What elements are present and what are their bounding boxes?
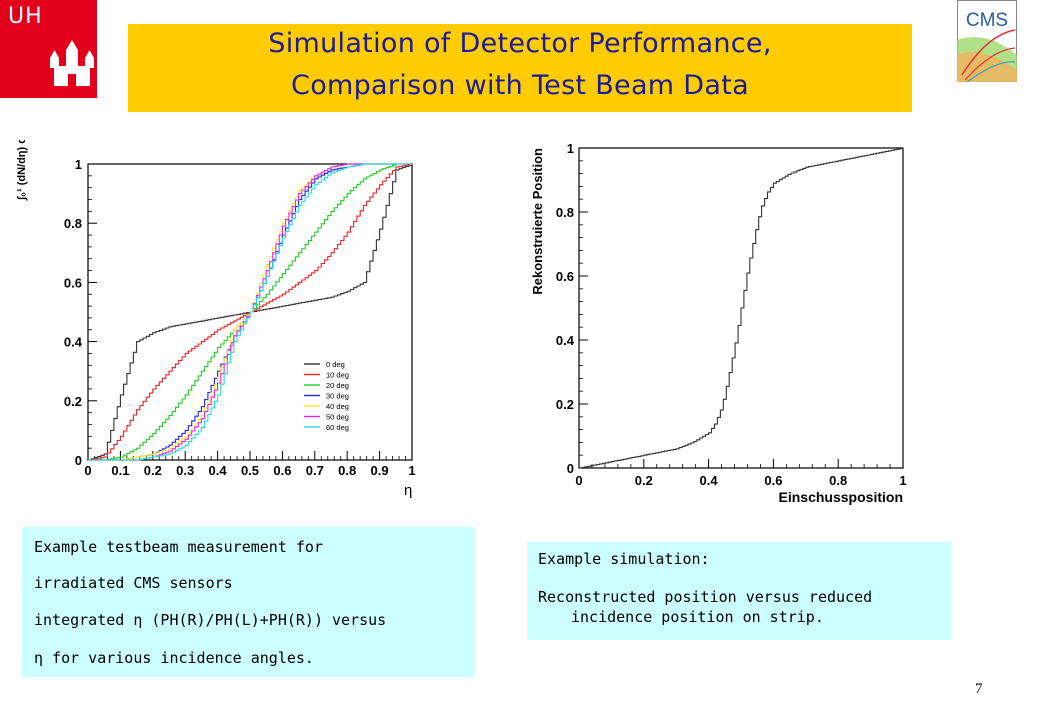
x-axis-label: η xyxy=(404,482,412,499)
x-tick-label: 0 xyxy=(84,463,91,478)
reconstructed-position-chart: 0 0.2 0.4 0.6 0.8 1 0 0.2 0.4 0.6 0.8 1 Einschusspo… xyxy=(530,141,907,505)
uh-logo: UH xyxy=(0,0,97,98)
x-tick-label: 0.6 xyxy=(273,463,291,478)
caption-right: Example simulation: Reconstructed positi… xyxy=(527,542,951,640)
caption-left-line-1: Example testbeam measurement for xyxy=(34,538,323,556)
x-tick-label: 0.8 xyxy=(829,473,847,488)
y-tick-label: 0 xyxy=(567,461,574,476)
legend-entry: 30 deg xyxy=(326,392,349,401)
x-tick-label: 0.5 xyxy=(241,463,259,478)
cms-logo: CMS xyxy=(957,0,1017,82)
x-tick-label: 0.8 xyxy=(338,463,356,478)
legend-entry: 50 deg xyxy=(326,413,349,422)
cms-logo-text: CMS xyxy=(966,10,1008,31)
y-axis-label: Rekonstruierte Position xyxy=(530,148,545,295)
legend-entry: 10 deg xyxy=(326,371,349,380)
uh-logo-text: UH xyxy=(8,4,43,29)
y-tick-label: 0.6 xyxy=(556,269,574,284)
y-tick-label: 0.4 xyxy=(64,335,83,350)
plot-frame xyxy=(578,147,904,469)
caption-left-line-2: irradiated CMS sensors xyxy=(34,574,233,592)
y-axis-label: ∫₀¹ (dN/dη) dη' xyxy=(16,140,28,201)
x-tick-label: 0 xyxy=(575,473,582,488)
y-tick-label: 0.8 xyxy=(556,205,574,220)
page-number: 7 xyxy=(975,681,983,697)
y-tick-label: 0.4 xyxy=(556,333,575,348)
legend-entry: 0 deg xyxy=(326,360,345,369)
x-tick-label: 1 xyxy=(408,463,415,478)
y-tick-label: 0 xyxy=(75,453,82,468)
y-tick-label: 0.6 xyxy=(64,275,82,290)
x-tick-label: 0.1 xyxy=(111,463,129,478)
x-tick-label: 0.4 xyxy=(209,463,228,478)
y-tick-label: 1 xyxy=(567,141,574,156)
caption-right-line-3: incidence position on strip. xyxy=(571,608,824,626)
x-tick-label: 0.7 xyxy=(306,463,324,478)
legend-entry: 40 deg xyxy=(326,402,349,411)
slide-title-box: Simulation of Detector Performance, Comp… xyxy=(128,24,912,112)
y-tick-label: 0.2 xyxy=(556,397,574,412)
legend-entry: 20 deg xyxy=(326,381,349,390)
y-tick-label: 1 xyxy=(75,157,82,172)
y-axis-label-text: ∫₀¹ (dN/dη) dη' xyxy=(16,140,28,201)
x-tick-label: 1 xyxy=(899,473,906,488)
series-line xyxy=(88,163,412,461)
x-tick-label: 0.3 xyxy=(176,463,194,478)
caption-right-line-1: Example simulation: xyxy=(538,550,710,568)
legend-entry: 60 deg xyxy=(326,423,349,432)
y-tick-label: 0.8 xyxy=(64,216,82,231)
series-line xyxy=(579,148,904,469)
slide-title-line-2: Comparison with Test Beam Data xyxy=(291,70,749,101)
x-tick-label: 0.2 xyxy=(635,473,653,488)
x-tick-label: 0.6 xyxy=(764,473,782,488)
x-tick-label: 0.9 xyxy=(371,463,389,478)
caption-left: Example testbeam measurement for irradia… xyxy=(22,527,475,677)
x-tick-label: 0.4 xyxy=(700,473,719,488)
caption-right-line-2: Reconstructed position versus reduced xyxy=(538,588,873,606)
caption-left-line-4: η for various incidence angles. xyxy=(34,649,314,667)
eta-distribution-chart: 0 0.1 0.2 0.3 0.4 0.5 0.6 0.7 0.8 0.9 1 0 0.2 0.4 0.6 0… xyxy=(16,140,416,499)
slide-title-line-1: Simulation of Detector Performance, xyxy=(268,28,772,59)
y-tick-label: 0.2 xyxy=(64,394,82,409)
caption-left-line-3: integrated η (PH(R)/PH(L)+PH(R)) versus xyxy=(34,611,387,629)
hamburg-castle-icon xyxy=(50,40,94,86)
x-tick-label: 0.2 xyxy=(144,463,162,478)
x-axis-label: Einschussposition xyxy=(779,489,903,505)
